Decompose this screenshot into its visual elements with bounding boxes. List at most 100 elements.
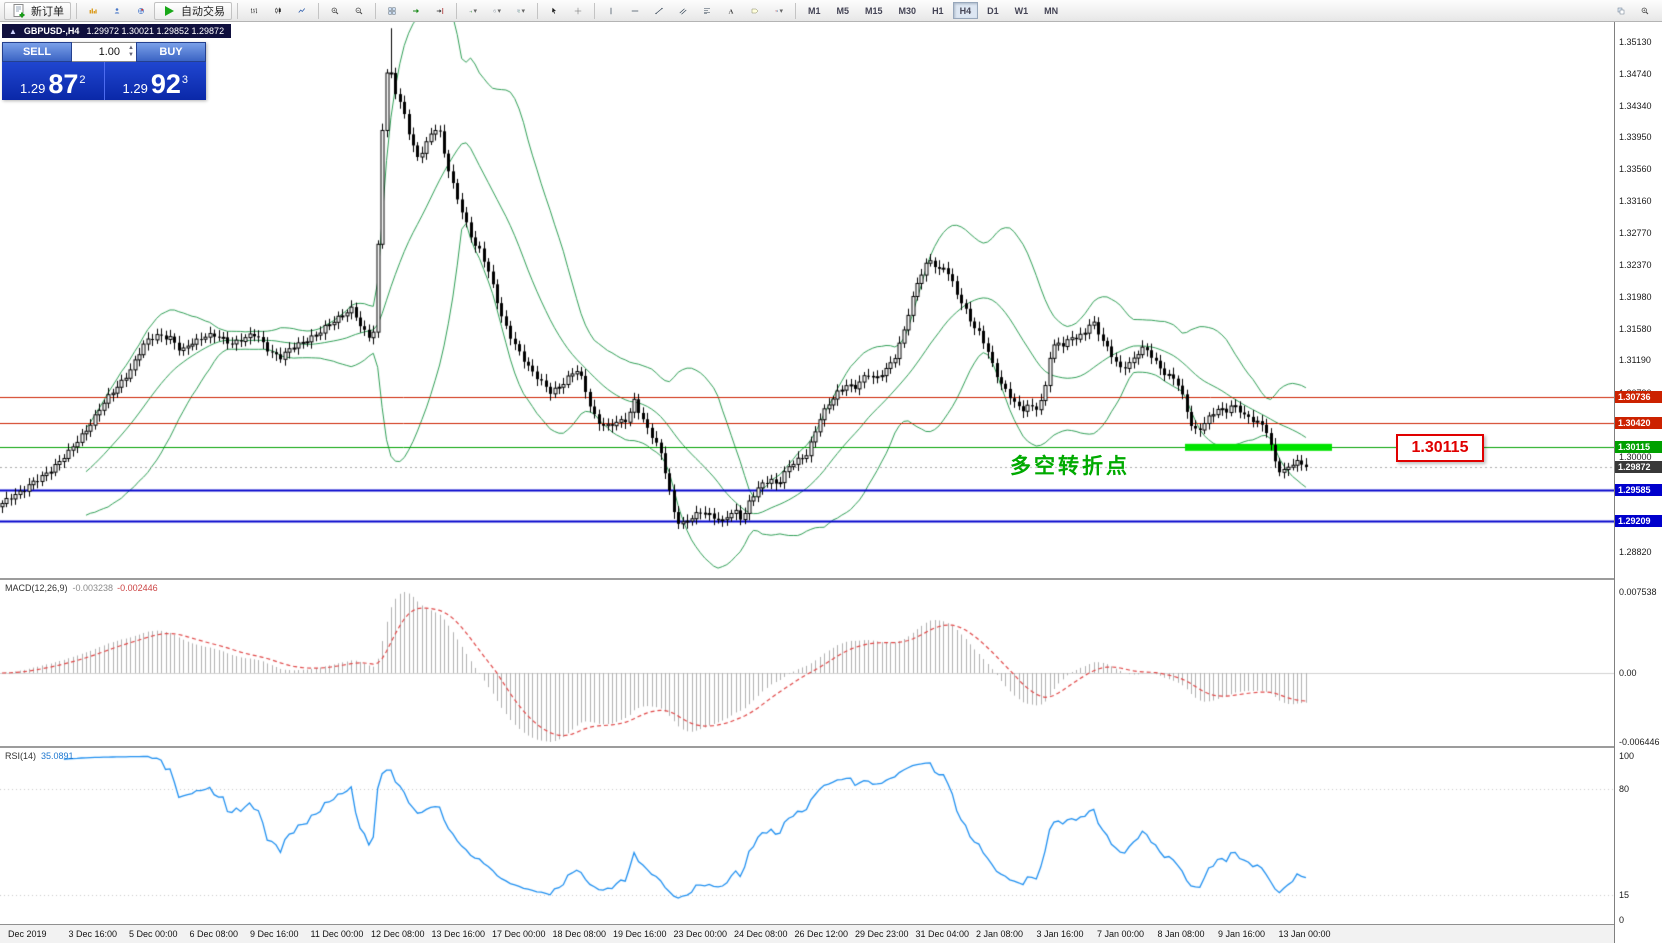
volume-input[interactable]: 1.00 ▲ ▼	[72, 42, 136, 62]
navigator-icon[interactable]	[106, 2, 128, 20]
level-price-tag: 1.29585	[1615, 484, 1662, 497]
vertical-line-tool-icon[interactable]	[600, 2, 622, 20]
timeframe-h1-button[interactable]: H1	[925, 2, 951, 19]
timeframe-d1-button[interactable]: D1	[980, 2, 1006, 19]
candle-chart-mode-icon[interactable]	[267, 2, 289, 20]
chart-ohlc-values: 1.29972 1.30021 1.29852 1.29872	[86, 26, 225, 36]
time-axis-label: Dec 2019	[8, 929, 47, 939]
toolbar-right-group	[1610, 2, 1656, 20]
market-watch-icon[interactable]	[82, 2, 104, 20]
rsi-axis-tick: 100	[1619, 751, 1635, 761]
macd-signal-value: -0.002446	[117, 583, 158, 593]
timeframe-mn-button[interactable]: MN	[1037, 2, 1065, 19]
macd-indicator-label: MACD(12,26,9) -0.003238 -0.002446	[5, 583, 158, 593]
chart-window: ▲ GBPUSD-,H4 1.29972 1.30021 1.29852 1.2…	[0, 22, 1662, 943]
volume-spinner[interactable]: ▲ ▼	[128, 45, 134, 58]
spinner-down-icon[interactable]: ▼	[128, 52, 134, 58]
toolbar-separator	[76, 2, 77, 19]
sell-price-pipette: 2	[79, 74, 86, 86]
toolbar-separator	[318, 2, 319, 19]
line-chart-mode-icon[interactable]	[291, 2, 313, 20]
trendline-tool-icon[interactable]	[648, 2, 670, 20]
bar-chart-mode-icon[interactable]	[243, 2, 265, 20]
price-axis-tick: 1.33160	[1619, 196, 1652, 207]
toolbar-separator	[594, 2, 595, 19]
current-price-tag: 1.29872	[1615, 460, 1662, 473]
macd-name: MACD(12,26,9)	[5, 583, 68, 593]
autotrading-label: 自动交易	[181, 5, 225, 18]
price-axis-tick: 1.28820	[1619, 547, 1652, 557]
macd-axis-tick: 0.007538	[1619, 587, 1657, 597]
spinner-up-icon[interactable]: ▲	[128, 45, 134, 51]
arrows-tool-icon[interactable]: ▾	[768, 2, 790, 20]
time-axis-label: 31 Dec 04:00	[915, 929, 970, 939]
tile-windows-icon[interactable]	[381, 2, 403, 20]
level-price-tag: 1.30420	[1615, 416, 1662, 429]
timeframe-m5-button[interactable]: M5	[830, 2, 857, 19]
time-axis-label: 18 Dec 08:00	[552, 929, 607, 939]
timeframe-w1-button[interactable]: W1	[1008, 2, 1036, 19]
time-axis[interactable]: Dec 2019 3 Dec 16:00 5 Dec 00:00 6 Dec 08:0…	[0, 924, 1614, 943]
support-level-price-label[interactable]: 1.30115	[1396, 434, 1484, 462]
rsi-axis-tick: 80	[1619, 783, 1630, 794]
toolbar-separator	[237, 2, 238, 19]
time-axis-label: 3 Jan 16:00	[1036, 929, 1084, 939]
new-chart-icon[interactable]: ▾	[462, 2, 484, 20]
macd-axis-tick: -0.006446	[1619, 737, 1660, 747]
autotrading-button[interactable]: 自动交易	[154, 1, 232, 20]
price-axis-tick: 1.34740	[1619, 68, 1652, 79]
time-axis-label: 8 Jan 08:00	[1157, 929, 1205, 939]
timeframe-h4-button[interactable]: H4	[952, 2, 979, 19]
price-axis-tick: 1.32370	[1619, 260, 1652, 271]
crosshair-tool-icon[interactable]	[567, 2, 589, 20]
timeframe-m1-button[interactable]: M1	[801, 2, 828, 19]
horizontal-line-tool-icon[interactable]	[624, 2, 646, 20]
channel-tool-icon[interactable]	[672, 2, 694, 20]
level-price-tag: 1.30736	[1615, 391, 1662, 404]
buy-price-pips: 92	[150, 69, 181, 99]
macd-indicator-chart[interactable]	[0, 580, 1614, 746]
toolbar-separator	[456, 2, 457, 19]
text-tool-icon[interactable]: A	[720, 2, 742, 20]
time-axis-label: 3 Dec 16:00	[68, 929, 118, 939]
timeframe-m15-button[interactable]: M15	[858, 2, 890, 19]
panel-separator[interactable]	[0, 746, 1662, 748]
price-axis[interactable]: 1.35130 1.34740 1.34340 1.33950 1.33560 1.331…	[1614, 22, 1662, 943]
new-order-button[interactable]: 新订单	[4, 1, 71, 20]
rsi-axis-tick: 0	[1619, 915, 1625, 925]
terminal-icon[interactable]	[130, 2, 152, 20]
rsi-indicator-chart[interactable]	[0, 748, 1614, 924]
time-axis-label: 17 Dec 00:00	[492, 929, 546, 939]
collapse-panel-icon[interactable]: ▲	[9, 26, 17, 36]
buy-button[interactable]: BUY	[136, 42, 206, 62]
panel-separator[interactable]	[0, 578, 1662, 580]
sell-button[interactable]: SELL	[2, 42, 72, 62]
chart-shift-icon[interactable]	[429, 2, 451, 20]
buy-price-figure: 1.29	[122, 81, 148, 96]
auto-scroll-icon[interactable]	[405, 2, 427, 20]
main-price-chart[interactable]	[0, 22, 1614, 578]
sell-price-button[interactable]: 1.29 87 2	[2, 62, 104, 100]
price-axis-tick: 1.33560	[1619, 163, 1652, 174]
toolbar-separator	[375, 2, 376, 19]
turning-point-annotation: 多空转折点	[1010, 455, 1130, 478]
price-axis-tick: 1.32770	[1619, 227, 1652, 238]
label-tool-icon[interactable]	[744, 2, 766, 20]
cursor-tool-icon[interactable]	[543, 2, 565, 20]
time-axis-label: 11 Dec 00:00	[310, 929, 364, 939]
profiles-icon[interactable]: ▾	[486, 2, 508, 20]
zoom-in-icon[interactable]	[324, 2, 346, 20]
search-icon[interactable]	[1634, 2, 1656, 20]
sell-price-pips: 87	[48, 69, 79, 99]
zoom-out-icon[interactable]	[348, 2, 370, 20]
chart-list-icon[interactable]	[1610, 2, 1632, 20]
timeframe-m30-button[interactable]: M30	[892, 2, 924, 19]
price-axis-tick: 1.33950	[1619, 132, 1652, 143]
time-axis-label: 9 Jan 16:00	[1218, 929, 1266, 939]
rsi-name: RSI(14)	[5, 751, 37, 761]
templates-icon[interactable]: ▾	[510, 2, 532, 20]
time-axis-label: 26 Dec 12:00	[794, 929, 849, 939]
fibonacci-tool-icon[interactable]	[696, 2, 718, 20]
time-axis-label: 2 Jan 08:00	[976, 929, 1024, 939]
buy-price-button[interactable]: 1.29 92 3	[105, 62, 207, 100]
